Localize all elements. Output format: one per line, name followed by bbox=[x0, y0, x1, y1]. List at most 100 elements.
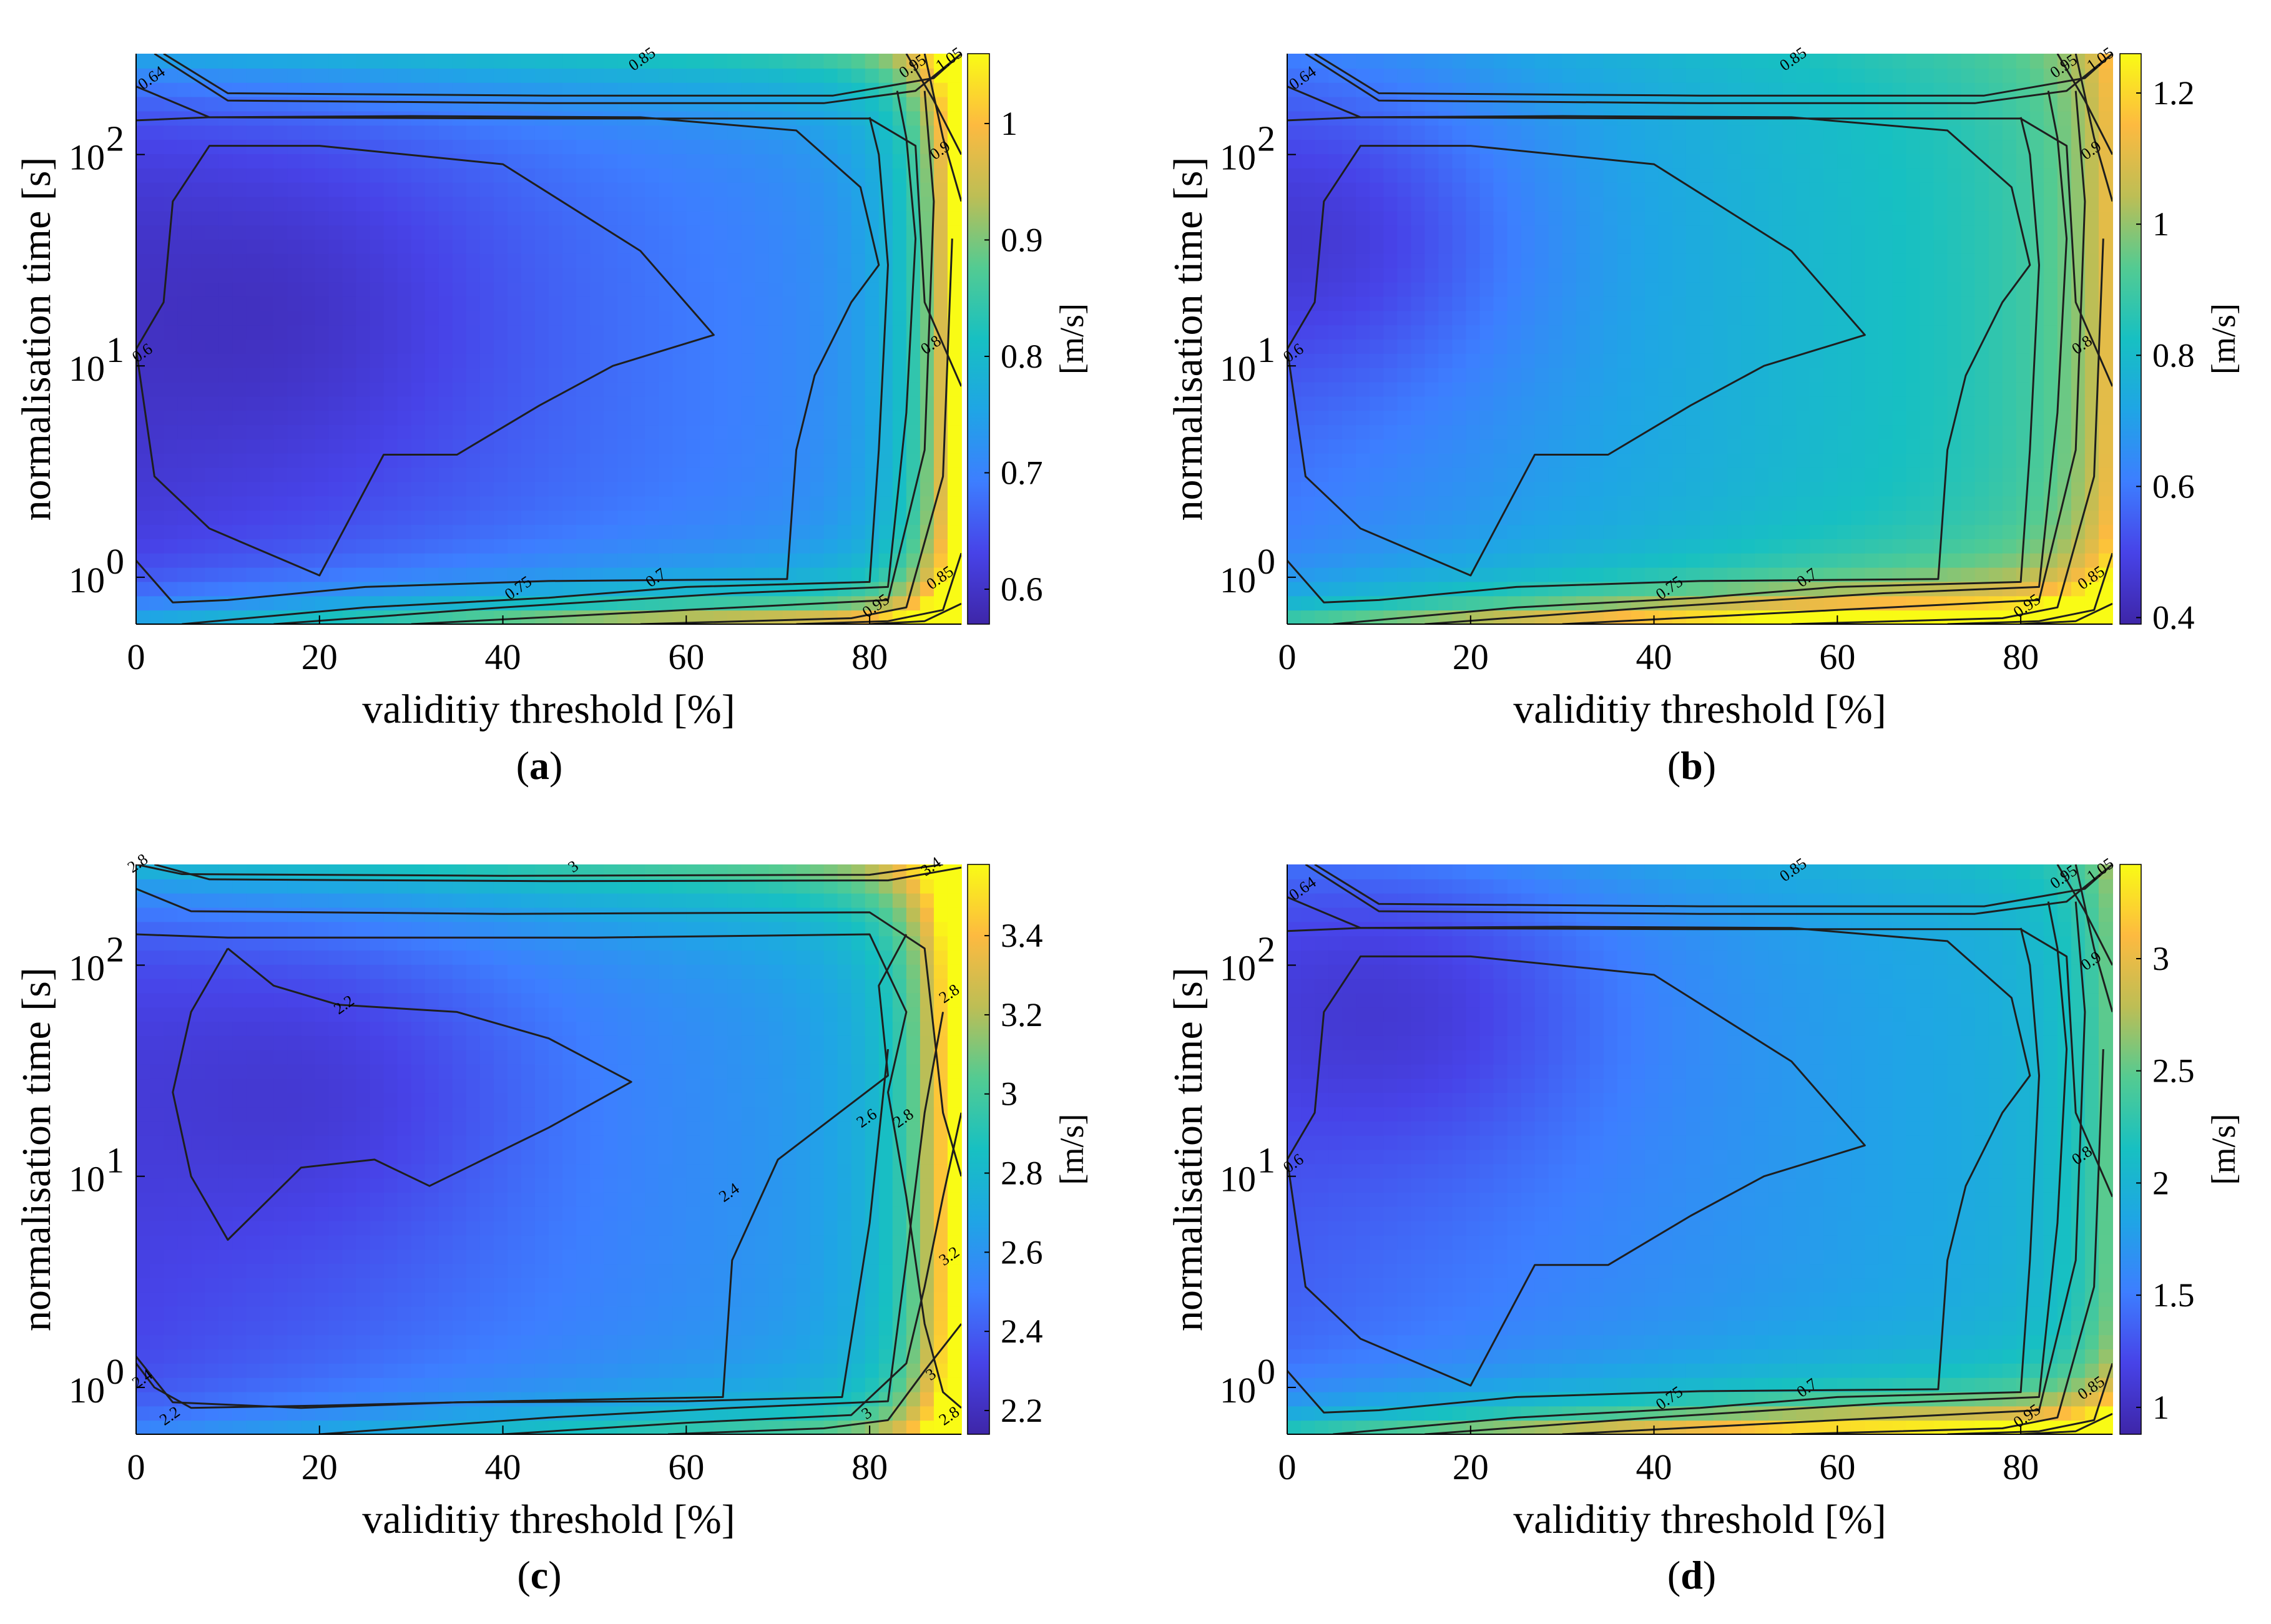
heatmap-cell bbox=[617, 581, 632, 597]
heatmap-cell bbox=[1961, 538, 1976, 554]
heatmap-cell bbox=[878, 210, 893, 226]
heatmap-cell bbox=[1700, 510, 1715, 526]
heatmap-cell bbox=[1287, 54, 1302, 69]
heatmap-cell bbox=[2071, 552, 2086, 568]
heatmap-cell bbox=[507, 281, 522, 297]
heatmap-cell bbox=[2016, 153, 2031, 169]
heatmap-cell bbox=[246, 167, 261, 183]
heatmap-cell bbox=[273, 381, 288, 397]
heatmap-cell bbox=[1287, 552, 1302, 568]
heatmap-cell bbox=[356, 281, 371, 297]
heatmap-cell bbox=[507, 510, 522, 526]
heatmap-cell bbox=[356, 267, 371, 283]
heatmap-cell bbox=[1315, 139, 1330, 154]
heatmap-cell bbox=[590, 310, 605, 326]
heatmap-cell bbox=[1644, 67, 1659, 83]
heatmap-cell bbox=[260, 524, 275, 539]
heatmap-cell bbox=[1837, 510, 1852, 526]
heatmap-cell bbox=[1878, 267, 1893, 283]
heatmap-cell bbox=[260, 610, 275, 625]
heatmap-cell bbox=[287, 424, 302, 439]
heatmap-cell bbox=[549, 310, 564, 326]
heatmap-cell bbox=[1892, 452, 1907, 468]
heatmap-cell bbox=[1631, 153, 1646, 169]
heatmap-cell bbox=[1370, 424, 1385, 439]
heatmap-cell bbox=[549, 296, 564, 311]
heatmap-cell bbox=[205, 182, 220, 197]
heatmap-cell bbox=[1479, 567, 1494, 582]
heatmap-cell bbox=[878, 524, 893, 539]
heatmap-cell bbox=[617, 496, 632, 511]
heatmap-cell bbox=[1383, 67, 1398, 83]
heatmap-cell bbox=[1892, 196, 1907, 212]
heatmap-cell bbox=[1658, 381, 1673, 397]
heatmap-cell bbox=[411, 296, 426, 311]
heatmap-cell bbox=[1906, 538, 1921, 554]
heatmap-cell bbox=[2098, 467, 2113, 482]
heatmap-cell bbox=[466, 510, 481, 526]
heatmap-cell bbox=[1974, 353, 1989, 368]
heatmap-cell bbox=[397, 452, 412, 468]
heatmap-cell bbox=[1782, 381, 1797, 397]
heatmap-cell bbox=[741, 153, 756, 169]
heatmap-cell bbox=[1411, 210, 1426, 226]
heatmap-cell bbox=[218, 325, 233, 340]
heatmap-cell bbox=[232, 125, 247, 140]
heatmap-cell bbox=[521, 296, 536, 311]
heatmap-cell bbox=[1685, 82, 1700, 97]
heatmap-cell bbox=[1658, 167, 1673, 183]
heatmap-cell bbox=[397, 225, 412, 240]
heatmap-cell bbox=[590, 496, 605, 511]
heatmap-cell bbox=[892, 339, 907, 354]
heatmap-cell bbox=[1865, 325, 1880, 340]
heatmap-cell bbox=[177, 381, 192, 397]
heatmap-cell bbox=[507, 225, 522, 240]
heatmap-cell bbox=[947, 381, 962, 397]
heatmap-cell bbox=[1617, 567, 1632, 582]
heatmap-cell bbox=[1534, 467, 1549, 482]
heatmap-cell bbox=[328, 67, 343, 83]
heatmap-cell bbox=[1548, 467, 1563, 482]
heatmap-cell bbox=[370, 310, 385, 326]
heatmap-cell bbox=[562, 452, 577, 468]
heatmap-cell bbox=[782, 182, 797, 197]
heatmap-cell bbox=[727, 339, 742, 354]
heatmap-cell bbox=[604, 281, 619, 297]
heatmap-cell bbox=[865, 353, 880, 368]
heatmap-cell bbox=[260, 452, 275, 468]
heatmap-cell bbox=[205, 367, 220, 383]
heatmap-cell bbox=[906, 239, 921, 254]
heatmap-cell bbox=[823, 438, 838, 454]
heatmap-cell bbox=[2098, 210, 2113, 226]
heatmap-cell bbox=[177, 339, 192, 354]
heatmap-cell bbox=[438, 210, 453, 226]
heatmap-cell bbox=[136, 1007, 151, 1022]
heatmap-cell bbox=[700, 552, 715, 568]
heatmap-cell bbox=[1851, 139, 1866, 154]
heatmap-cell bbox=[315, 424, 330, 439]
heatmap-cell bbox=[906, 96, 921, 112]
heatmap-cell bbox=[136, 210, 151, 226]
heatmap-cell bbox=[1892, 410, 1907, 426]
heatmap-cell bbox=[768, 524, 783, 539]
heatmap-cell bbox=[865, 381, 880, 397]
heatmap-cell bbox=[810, 452, 825, 468]
heatmap-cell bbox=[301, 438, 316, 454]
heatmap-cell bbox=[1878, 381, 1893, 397]
heatmap-cell bbox=[1933, 267, 1948, 283]
heatmap-cell bbox=[191, 196, 206, 212]
heatmap-cell bbox=[714, 310, 728, 326]
heatmap-cell bbox=[865, 396, 880, 411]
heatmap-cell bbox=[755, 310, 770, 326]
heatmap-cell bbox=[1411, 96, 1426, 112]
heatmap-cell bbox=[1548, 552, 1563, 568]
heatmap-cell bbox=[906, 196, 921, 212]
heatmap-cell bbox=[1672, 367, 1687, 383]
heatmap-cell bbox=[521, 510, 536, 526]
heatmap-cell bbox=[810, 496, 825, 511]
heatmap-cell bbox=[892, 167, 907, 183]
heatmap-cell bbox=[273, 467, 288, 482]
heatmap-cell bbox=[1810, 595, 1825, 611]
heatmap-cell bbox=[1315, 410, 1330, 426]
heatmap-field bbox=[1287, 54, 2113, 625]
